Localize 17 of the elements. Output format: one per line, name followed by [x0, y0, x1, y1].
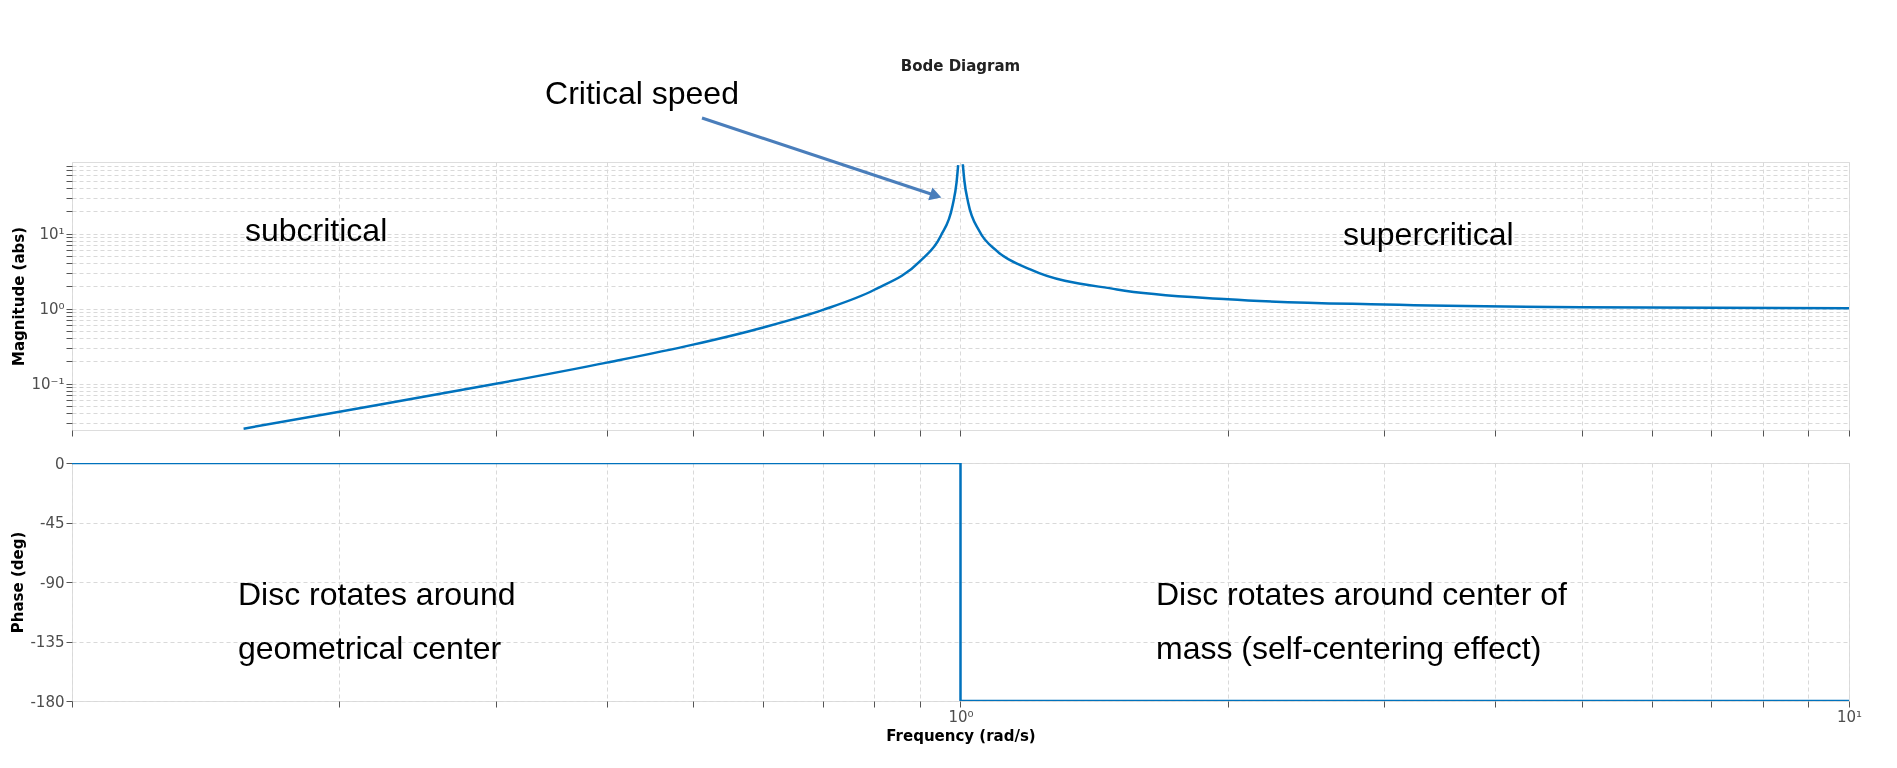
chart-title: Bode Diagram: [900, 57, 1021, 75]
y-axis-title: Magnitude (abs): [10, 226, 29, 367]
y-tick-label: 0: [54, 454, 65, 473]
y-tick-label: -90: [40, 573, 65, 592]
y-tick-label: -135: [30, 633, 65, 651]
y-tick-label: -180: [30, 692, 65, 711]
y-tick-label: 10¹: [39, 225, 65, 244]
x-axis-title: Frequency (rad/s): [886, 726, 1036, 745]
annotation: subcritical: [245, 212, 388, 248]
y-axis-title: Phase (deg): [9, 531, 28, 634]
y-tick-label: 10⁻¹: [31, 375, 65, 394]
annotation: supercritical: [1343, 216, 1514, 252]
annotation: Disc rotates around center of mass (self-centering effect): [1156, 576, 1567, 666]
y-tick-label: -45: [40, 514, 65, 532]
y-tick-label: 10⁰: [39, 300, 65, 319]
annotation: Disc rotates around geometrical center: [238, 576, 516, 666]
text: Critical speed: [545, 75, 739, 111]
